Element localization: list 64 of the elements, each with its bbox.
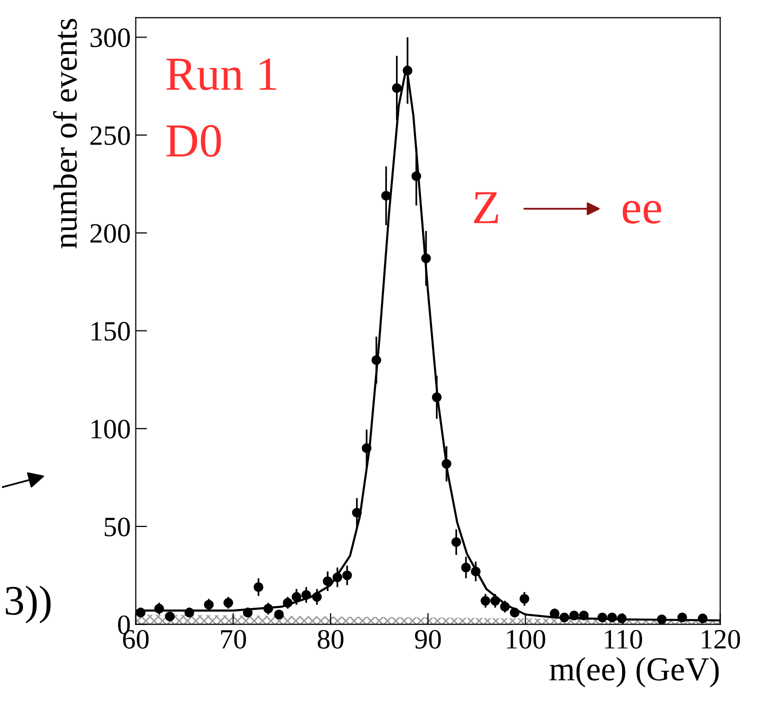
point <box>451 537 462 547</box>
point <box>292 592 302 602</box>
point <box>500 602 510 612</box>
point <box>352 508 362 518</box>
point <box>470 566 481 576</box>
y-tick-label: 150 <box>92 322 130 341</box>
point <box>184 608 194 618</box>
point <box>342 570 352 580</box>
point <box>597 612 608 622</box>
point <box>254 582 264 592</box>
point <box>480 596 490 606</box>
y-tick-label: 100 <box>92 420 130 439</box>
x-tick-label: 80 <box>318 630 344 649</box>
point <box>616 614 627 624</box>
y-tick-label: 200 <box>90 224 130 243</box>
x-tick-label: 90 <box>414 630 441 649</box>
y-axis-title: number of events <box>53 18 77 248</box>
point <box>520 594 530 604</box>
point <box>607 612 617 622</box>
point <box>677 612 688 622</box>
point <box>136 608 146 618</box>
point <box>204 600 214 610</box>
point <box>402 66 412 76</box>
point <box>263 604 274 614</box>
point <box>381 190 391 201</box>
point <box>372 355 382 365</box>
x-tick-label: 110 <box>604 630 642 649</box>
point <box>559 612 570 622</box>
point <box>223 598 234 608</box>
point <box>392 83 402 93</box>
point <box>332 572 342 582</box>
x-tick-label: 120 <box>702 630 740 649</box>
point <box>442 458 452 469</box>
x-axis-title: m(ee) (GeV) <box>550 657 719 688</box>
point <box>322 576 333 586</box>
annotation: ee <box>622 200 662 224</box>
x-tick-label: 100 <box>507 630 546 649</box>
text: 3)) <box>6 586 51 624</box>
point <box>411 171 422 182</box>
annotation: Run 1 <box>166 58 276 90</box>
point <box>569 610 579 620</box>
point <box>164 612 175 622</box>
point <box>510 608 520 618</box>
y-tick-label: 300 <box>90 28 130 48</box>
point <box>656 614 667 624</box>
y-tick-label: 250 <box>90 126 130 145</box>
point <box>432 392 442 402</box>
point <box>242 608 253 618</box>
point <box>301 590 312 600</box>
annotation: Z <box>474 192 498 224</box>
y-tick-label: 50 <box>104 518 130 536</box>
point <box>490 596 500 606</box>
point <box>282 598 293 608</box>
point <box>550 608 560 618</box>
point <box>698 614 708 624</box>
x-tick-label: 70 <box>221 630 246 649</box>
point <box>312 592 322 602</box>
annotation: D0 <box>166 125 221 157</box>
point <box>421 254 431 264</box>
point <box>461 562 471 572</box>
point <box>154 604 164 614</box>
point <box>274 610 284 620</box>
point <box>578 610 589 620</box>
point <box>362 443 372 454</box>
